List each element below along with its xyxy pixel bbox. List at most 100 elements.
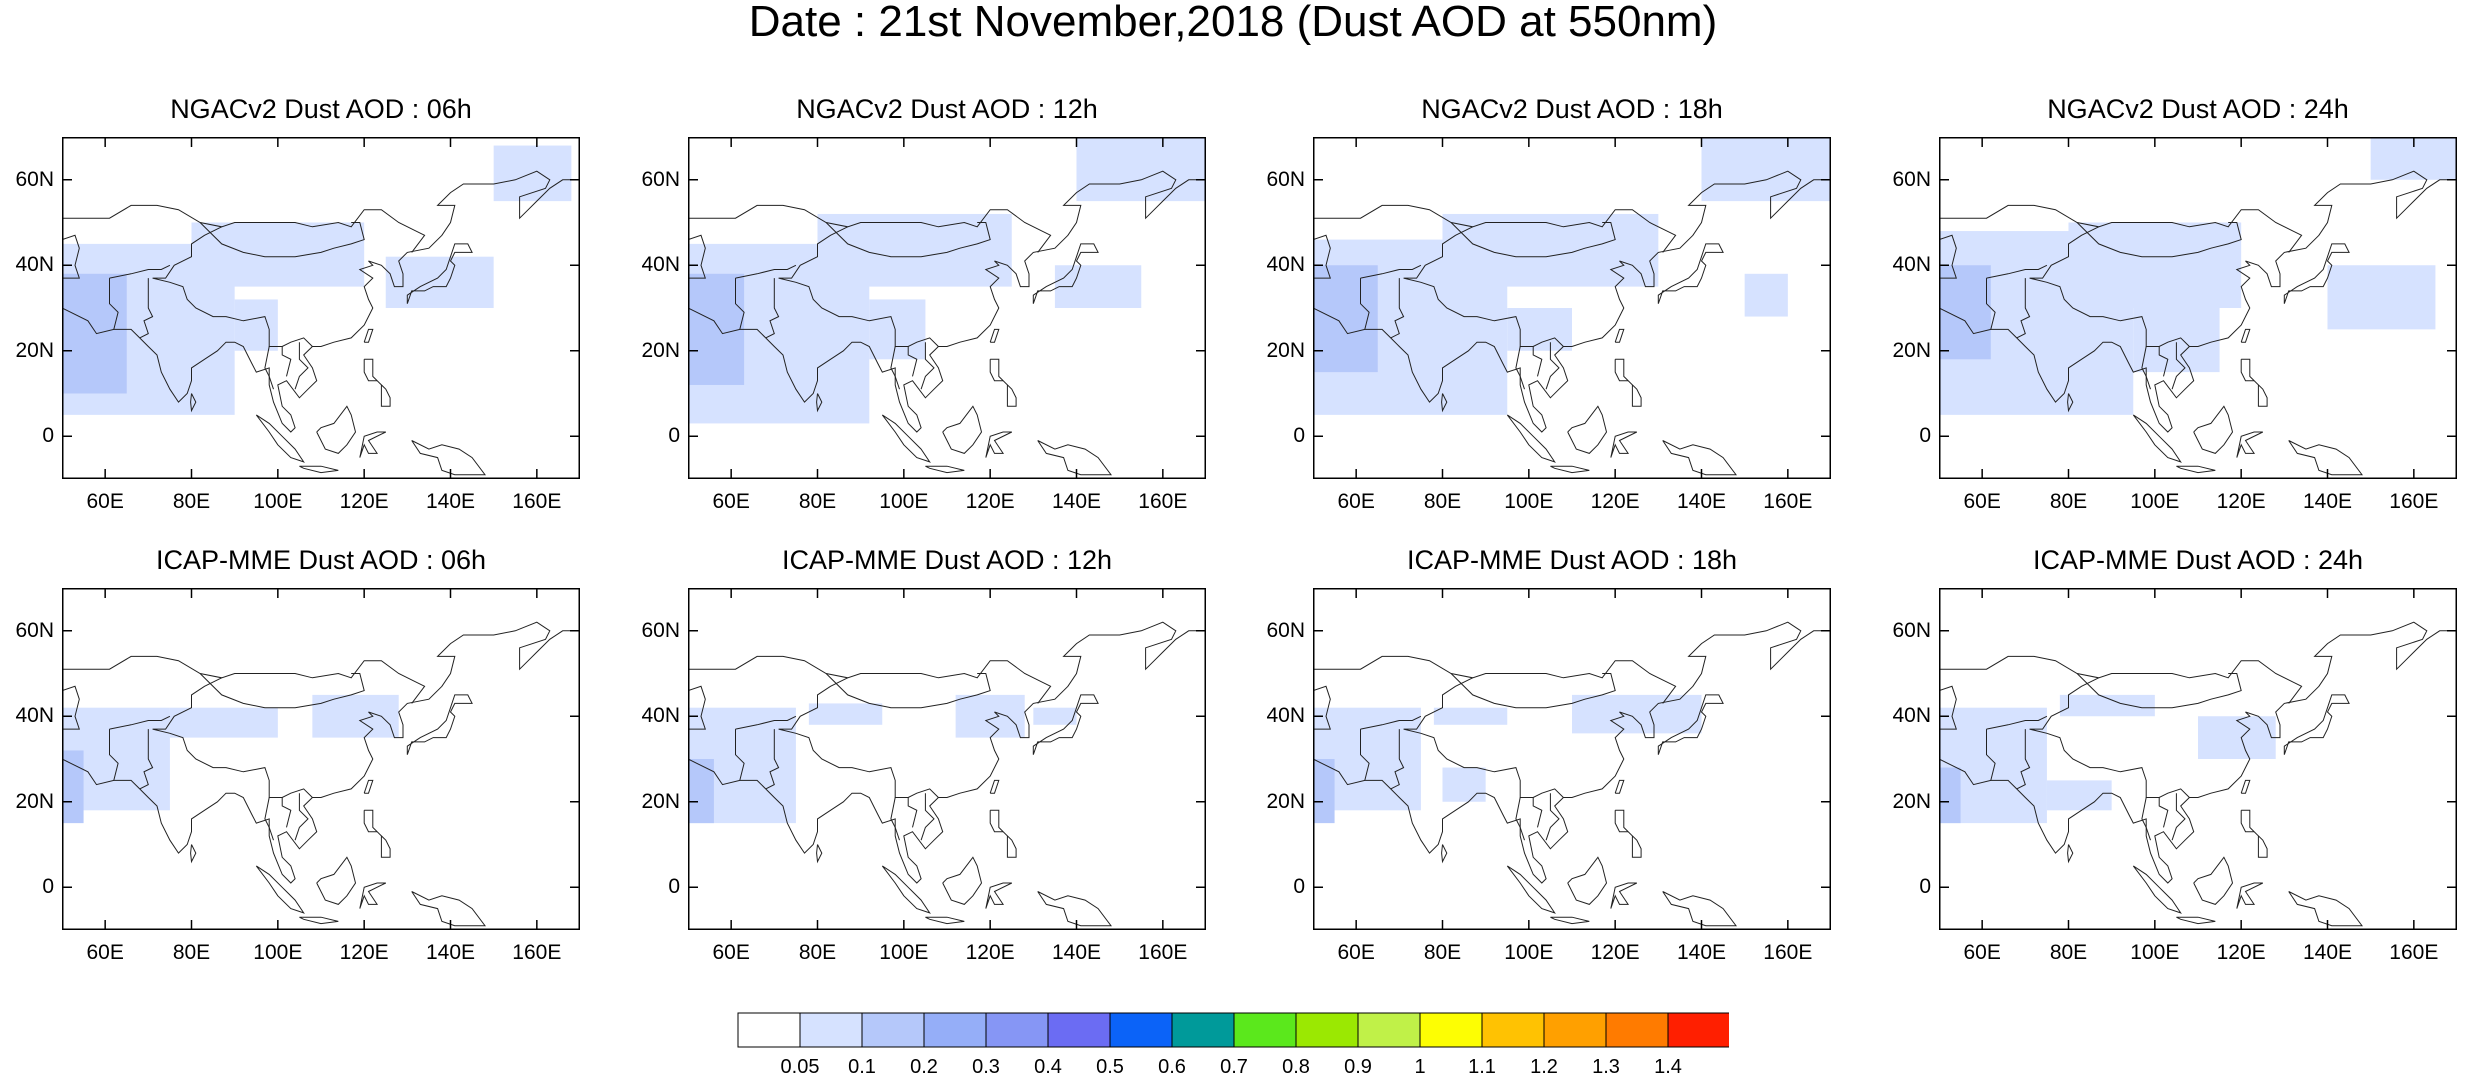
colorbar-tick-label: 1 — [1414, 1056, 1426, 1078]
coastline — [1567, 856, 1608, 905]
map-frame — [1313, 137, 1831, 479]
panel-title: NGACv2 Dust AOD : 24h — [2047, 94, 2349, 124]
colorbar-tick-label: 0.4 — [1034, 1056, 1062, 1078]
coastline — [62, 234, 80, 279]
coastline — [1939, 204, 2303, 253]
lat-tick-label: 0 — [668, 424, 680, 448]
lat-tick-label: 0 — [668, 875, 680, 899]
coastline — [1313, 621, 1831, 884]
lat-tick-label: 0 — [42, 424, 54, 448]
lon-tick-label: 140E — [1051, 941, 1102, 964]
lat-tick-label: 20N — [1266, 789, 1305, 813]
coastline — [1037, 440, 1113, 476]
lon-tick-label: 120E — [339, 941, 389, 964]
coastline — [316, 405, 357, 454]
lon-tick-label: 160E — [1138, 941, 1188, 964]
aod-shade-region — [955, 694, 1025, 738]
aod-shade-region — [869, 299, 926, 360]
coastline — [2067, 844, 2074, 864]
lat-tick-label: 60N — [641, 618, 680, 642]
coastline — [1614, 809, 1642, 858]
aod-shade-region — [1313, 759, 1335, 824]
coastline — [1614, 328, 1625, 343]
coastline — [989, 779, 1000, 794]
coastline — [1662, 891, 1738, 927]
coastline — [62, 204, 426, 253]
lon-tick-label: 140E — [1676, 490, 1727, 513]
aod-shade-region — [1744, 273, 1788, 317]
aod-shade-region — [1507, 308, 1572, 351]
coastline — [1313, 655, 1677, 704]
aod-shade-region — [2327, 265, 2436, 330]
aod-shade-region — [191, 222, 365, 287]
lon-tick-label: 80E — [172, 941, 211, 964]
coastline — [281, 346, 292, 377]
coastline — [688, 234, 706, 279]
coastline — [139, 278, 154, 339]
lon-tick-label: 80E — [798, 490, 837, 513]
aod-shade-region — [2068, 222, 2242, 308]
aod-shade-region — [688, 273, 745, 385]
coastline — [2288, 440, 2364, 476]
coastline — [2016, 278, 2031, 339]
map-panel — [688, 137, 1206, 479]
coastline — [1986, 278, 1996, 330]
coastline — [942, 856, 983, 905]
coastline — [1986, 729, 1996, 781]
lon-tick-label: 60E — [1963, 941, 2001, 964]
coastline — [1360, 715, 1422, 730]
panel-title: ICAP-MME Dust AOD : 12h — [781, 545, 1113, 575]
coastline — [299, 916, 339, 925]
coastline — [363, 328, 374, 343]
coastline — [1506, 865, 1556, 914]
coastline — [688, 655, 1052, 704]
map-frame — [1939, 588, 2457, 930]
coastline — [1662, 440, 1738, 476]
panel-title: ICAP-MME Dust AOD : 24h — [2032, 545, 2364, 575]
coastline — [406, 243, 473, 304]
lat-tick-label: 60N — [1266, 618, 1305, 642]
coastline — [1403, 226, 1564, 347]
coastline — [109, 729, 119, 781]
coastline — [255, 865, 305, 914]
lat-tick-label: 40N — [15, 253, 54, 277]
lat-tick-label: 40N — [641, 704, 680, 728]
coastline — [1390, 278, 1405, 339]
coastline — [1515, 346, 1525, 390]
lon-tick-label: 120E — [2216, 941, 2266, 964]
aod-shade-region — [1572, 694, 1702, 734]
coastline — [264, 346, 274, 390]
lon-tick-label: 160E — [1138, 490, 1188, 513]
coastline — [2193, 856, 2234, 905]
lon-tick-label: 80E — [2049, 490, 2088, 513]
coastline — [735, 278, 745, 330]
colorbar-swatch — [1047, 1012, 1111, 1048]
map-panel — [1313, 588, 1831, 930]
colorbar-tick-label: 0.05 — [780, 1056, 820, 1078]
coastline — [294, 342, 309, 390]
lon-tick-label: 140E — [1676, 941, 1727, 964]
lat-tick-label: 40N — [1892, 704, 1931, 728]
lon-tick-label: 140E — [425, 490, 476, 513]
coastline — [1506, 414, 1556, 463]
coastline — [190, 393, 197, 413]
map-panel — [62, 588, 580, 930]
map-frame — [1939, 137, 2457, 479]
lat-tick-label: 20N — [641, 789, 680, 813]
aod-shade-region — [62, 750, 84, 824]
map-panel — [1313, 137, 1831, 479]
coastline — [778, 677, 939, 798]
panel-title: NGACv2 Dust AOD : 18h — [1421, 94, 1723, 124]
coastline — [688, 621, 1206, 884]
aod-shade-region — [2059, 694, 2155, 717]
coastline — [825, 222, 991, 258]
coastline — [1986, 715, 2048, 730]
coastline — [2236, 882, 2264, 909]
colorbar-tick-label: 0.7 — [1220, 1056, 1248, 1078]
lat-tick-label: 20N — [1892, 789, 1931, 813]
colorbar-tick-label: 1.4 — [1654, 1056, 1682, 1078]
colorbar-swatch — [1667, 1012, 1729, 1048]
coastline — [299, 465, 339, 474]
colorbar-swatch — [1171, 1012, 1235, 1048]
lon-tick-label: 120E — [1590, 490, 1640, 513]
